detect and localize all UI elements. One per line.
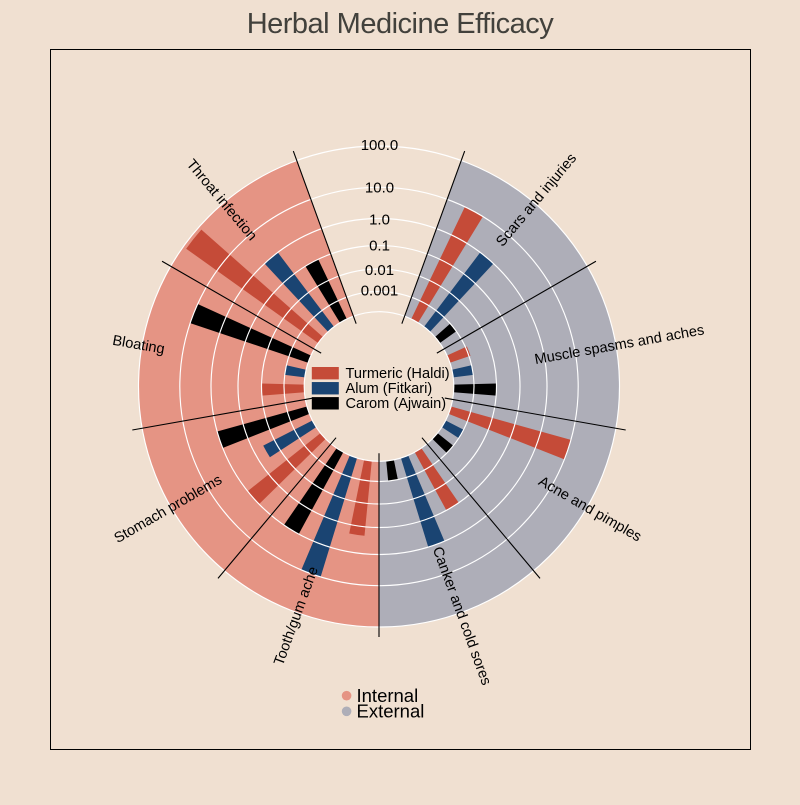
svg-text:0.001: 0.001 <box>361 283 399 300</box>
svg-text:100.0: 100.0 <box>361 137 399 154</box>
svg-text:0.01: 0.01 <box>365 262 394 279</box>
svg-text:Alum (Fitkari): Alum (Fitkari) <box>346 381 433 397</box>
svg-text:10.0: 10.0 <box>365 180 394 197</box>
svg-text:Turmeric (Haldi): Turmeric (Haldi) <box>346 366 450 382</box>
svg-text:1.0: 1.0 <box>369 212 390 229</box>
svg-text:Herbal Medicine Efficacy: Herbal Medicine Efficacy <box>247 8 555 40</box>
svg-text:Carom (Ajwain): Carom (Ajwain) <box>346 396 447 412</box>
svg-text:Internal: Internal <box>357 685 419 706</box>
svg-text:External: External <box>357 701 425 722</box>
svg-text:0.1: 0.1 <box>369 238 390 255</box>
